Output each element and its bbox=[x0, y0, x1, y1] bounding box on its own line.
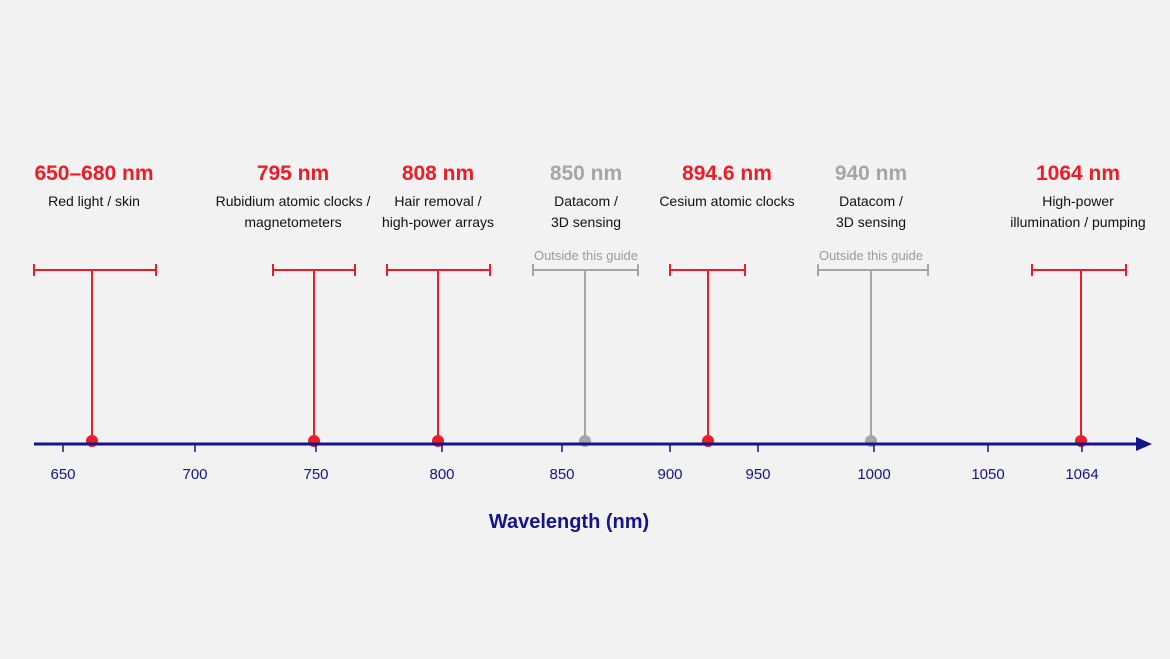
application-label: Datacom / bbox=[839, 193, 903, 209]
application-label: Datacom / bbox=[554, 193, 618, 209]
axis-tick-label: 800 bbox=[429, 466, 454, 483]
application-label: 3D sensing bbox=[836, 214, 906, 230]
note-label: Outside this guide bbox=[819, 248, 923, 263]
axis-tick-label: 1050 bbox=[971, 466, 1004, 483]
wavelength-label: 650–680 nm bbox=[34, 162, 153, 185]
marker-894-6: 894.6 nm Cesium atomic clocks bbox=[659, 162, 795, 447]
axis-tick-label: 650 bbox=[50, 466, 75, 483]
marker-850: 850 nm Datacom / 3D sensing Outside this gu… bbox=[532, 162, 639, 447]
wavelength-label: 808 nm bbox=[402, 162, 474, 185]
axis-tick-label: 750 bbox=[303, 466, 328, 483]
application-label: high-power arrays bbox=[382, 214, 494, 230]
axis-tick-label: 1064 bbox=[1065, 466, 1098, 483]
axis-tick-label: 900 bbox=[657, 466, 682, 483]
axis-title: Wavelength (nm) bbox=[489, 511, 649, 533]
marker-795: 795 nm Rubidium atomic clocks / magnetomet… bbox=[216, 162, 371, 447]
application-label: illumination / pumping bbox=[1010, 214, 1145, 230]
note-label: Outside this guide bbox=[534, 248, 638, 263]
wavelength-label: 894.6 nm bbox=[682, 162, 772, 185]
marker-650-680: 650–680 nm Red light / skin bbox=[33, 162, 157, 447]
markers-layer: 650–680 nm Red light / skin 795 nm Rubidium… bbox=[33, 162, 1146, 447]
axis-tick-label: 850 bbox=[549, 466, 574, 483]
application-label: 3D sensing bbox=[551, 214, 621, 230]
application-label: Hair removal / bbox=[394, 193, 481, 209]
axis-tick-label: 1000 bbox=[857, 466, 890, 483]
axis-arrow-icon bbox=[1136, 437, 1152, 451]
wavelength-label: 1064 nm bbox=[1036, 162, 1120, 185]
wavelength-label: 940 nm bbox=[835, 162, 907, 185]
application-label: magnetometers bbox=[244, 214, 341, 230]
wavelength-label: 795 nm bbox=[257, 162, 329, 185]
wavelength-label: 850 nm bbox=[550, 162, 622, 185]
axis-layer: 650 700 750 800 850 900 950 1000 1050 1064 Wavelen… bbox=[34, 437, 1152, 533]
application-label: Cesium atomic clocks bbox=[659, 193, 794, 209]
application-label: High-power bbox=[1042, 193, 1114, 209]
marker-1064: 1064 nm High-power illumination / pumping bbox=[1010, 162, 1146, 447]
marker-940: 940 nm Datacom / 3D sensing Outside this gu… bbox=[817, 162, 929, 447]
axis-tick-label: 700 bbox=[182, 466, 207, 483]
application-label: Rubidium atomic clocks / bbox=[216, 193, 371, 209]
axis-tick-label: 950 bbox=[745, 466, 770, 483]
marker-808: 808 nm Hair removal / high-power arrays bbox=[382, 162, 494, 447]
application-label: Red light / skin bbox=[48, 193, 140, 209]
